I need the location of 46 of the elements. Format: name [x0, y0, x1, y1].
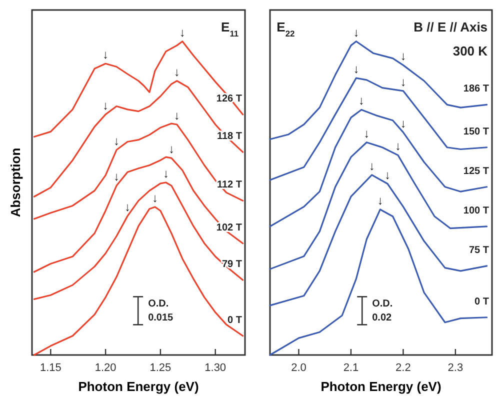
text: E$_{11}$ [221, 19, 239, 38]
x-tick-label: 2.2 [396, 362, 411, 374]
annotation: ↓ [353, 25, 360, 40]
series-label: 0 T [228, 314, 242, 326]
series-label: 100 T [463, 205, 489, 216]
annotation: ↓ [400, 49, 406, 64]
text: E$_{22}$ [276, 19, 296, 38]
annotation: ↓ [384, 168, 391, 182]
annotation: ↓ [162, 166, 169, 180]
annotation: 300 K [452, 43, 488, 58]
annotation: ↓ [102, 48, 109, 62]
text: B // E // Axis [414, 19, 488, 34]
series-label: 125 T [463, 166, 489, 177]
annotation: ↓ [114, 134, 120, 148]
annotation: ↓ [364, 126, 370, 140]
x-axis-title: Photon Energy (eV) [320, 379, 442, 394]
annotation: ↓ [368, 158, 375, 173]
annotation: ↓ [174, 108, 180, 122]
x-tick-label: 2.0 [291, 362, 306, 374]
x-tick-label: 1.25 [150, 362, 172, 374]
annotation: ↓ [358, 94, 364, 108]
series-label: 75 T [468, 244, 489, 256]
series-label: 0 T [474, 296, 489, 308]
annotation: O.D. 0.015 [148, 298, 174, 324]
annotation: ↓ [400, 116, 406, 130]
x-tick-label: 2.1 [343, 362, 359, 374]
annotation: ↓ [394, 139, 401, 154]
annotation: ↓ [168, 142, 174, 156]
series-label: 150 T [463, 126, 489, 138]
x-tick-label: 1.20 [94, 362, 116, 374]
annotation: O.D. 0.02 [372, 298, 393, 324]
annotation: ↓ [174, 64, 180, 79]
annotation: ↓ [179, 25, 186, 40]
y-axis-title: Absorption [8, 148, 23, 218]
x-tick-label: 1.15 [40, 362, 62, 374]
x-axis-title: Photon Energy (eV) [78, 379, 199, 394]
annotation: ↓ [124, 200, 131, 214]
annotation: ↓ [152, 190, 158, 205]
x-tick-label: 2.3 [448, 362, 464, 374]
annotation: ↓ [353, 62, 360, 76]
annotation: ↓ [400, 74, 406, 89]
annotation: ↓ [377, 193, 384, 208]
annotation: ↓ [114, 170, 120, 184]
annotation: ↓ [102, 98, 109, 112]
series-label: 186 T [463, 84, 489, 95]
x-tick-label: 1.30 [204, 362, 226, 374]
